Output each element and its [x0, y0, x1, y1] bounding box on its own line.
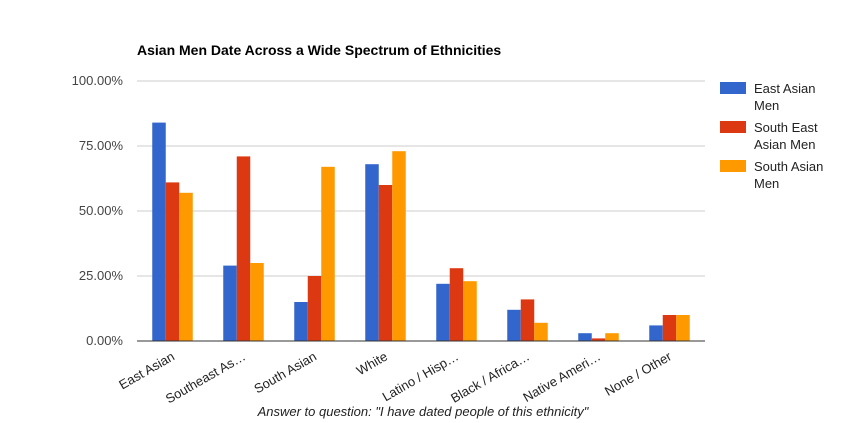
- bar: [250, 263, 264, 341]
- x-category-label: East Asian: [116, 349, 177, 393]
- bar: [223, 265, 237, 341]
- bar: [605, 333, 619, 341]
- bar: [591, 338, 606, 341]
- bar: [463, 281, 477, 341]
- legend-swatch: [720, 160, 746, 172]
- bar: [321, 166, 335, 341]
- bar: [165, 182, 180, 341]
- x-category-label: Southeast As…: [163, 349, 248, 407]
- bar: [520, 299, 535, 341]
- x-category-label: White: [354, 349, 390, 379]
- bar: [307, 276, 322, 341]
- x-category-label: South Asian: [251, 349, 319, 397]
- legend-label: Men: [754, 98, 779, 113]
- y-tick-label: 25.00%: [79, 268, 124, 283]
- x-axis-title: Answer to question: "I have dated people…: [257, 404, 590, 419]
- y-axis-ticks: 0.00% 25.00% 50.00% 75.00% 100.00%: [72, 73, 124, 348]
- bar: [449, 268, 464, 341]
- y-tick-label: 100.00%: [72, 73, 124, 88]
- x-category-label: Black / Africa…: [448, 349, 532, 406]
- bar: [392, 151, 406, 341]
- bar: [676, 315, 690, 341]
- bar: [662, 315, 677, 341]
- legend-label: Men: [754, 176, 779, 191]
- y-tick-label: 0.00%: [86, 333, 123, 348]
- bar: [378, 185, 393, 341]
- legend-swatch: [720, 82, 746, 94]
- gridlines: [137, 80, 705, 277]
- legend-swatch: [720, 121, 746, 133]
- legend-label: East Asian: [754, 81, 815, 96]
- bar: [294, 302, 308, 341]
- x-category-label: Native Ameri…: [520, 349, 603, 405]
- bar: [436, 283, 450, 341]
- bar: [236, 156, 251, 341]
- y-tick-label: 75.00%: [79, 138, 124, 153]
- bar: [649, 325, 663, 341]
- legend-label: South Asian: [754, 159, 823, 174]
- legend: East Asian Men South East Asian Men South As…: [720, 81, 823, 191]
- legend-label: Asian Men: [754, 137, 815, 152]
- bar: [534, 322, 548, 341]
- legend-label: South East: [754, 120, 818, 135]
- bar: [365, 164, 379, 341]
- bar: [179, 192, 193, 341]
- x-category-label: None / Other: [602, 348, 675, 399]
- bar: [507, 309, 521, 341]
- bars: [152, 122, 690, 341]
- x-category-label: Latino / Hisp…: [380, 349, 461, 405]
- y-tick-label: 50.00%: [79, 203, 124, 218]
- bar: [578, 333, 592, 341]
- bar: [152, 122, 166, 341]
- chart-title: Asian Men Date Across a Wide Spectrum of…: [137, 42, 501, 58]
